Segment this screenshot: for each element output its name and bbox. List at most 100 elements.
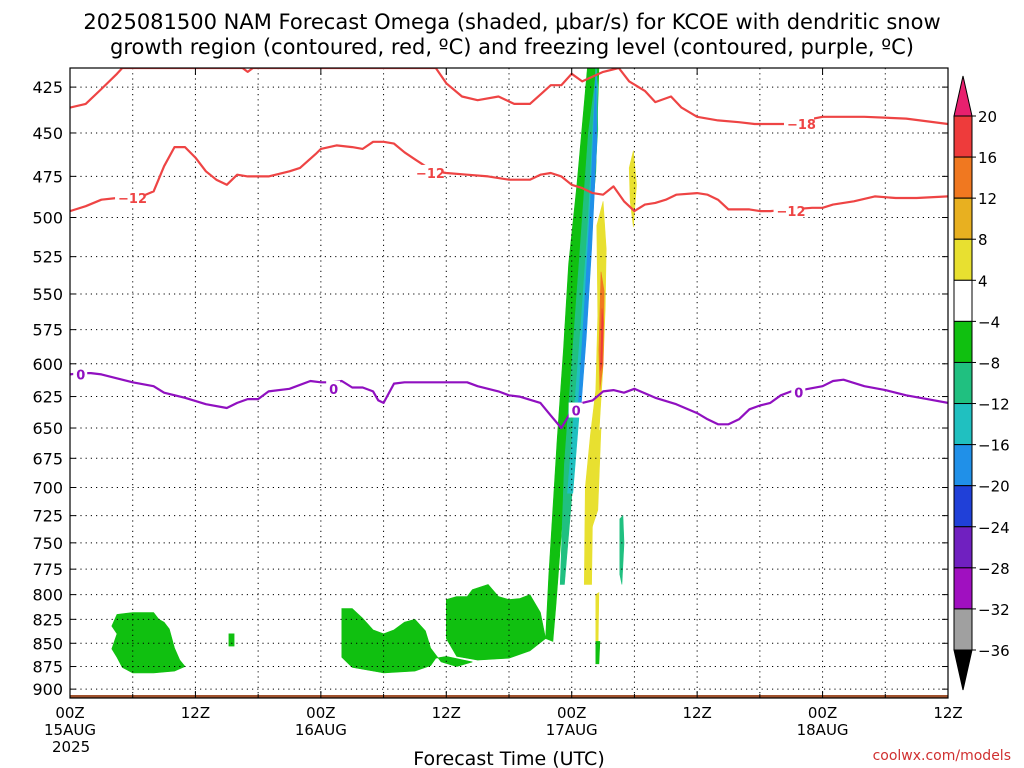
colorbar-bottom-triangle [953,649,973,691]
x-tick-label: 12Z [933,704,962,722]
shaded-regions [111,68,637,674]
colorbar-label: −8 [978,354,1000,372]
x-tick-label: 00Z [306,704,335,722]
credit-text: coolwx.com/models [873,748,1011,764]
contour-label-freezing-level: 0 [572,405,581,420]
y-tick-label: 875 [32,658,63,677]
colorbar-label: −24 [978,519,1010,537]
colorbar-segment [953,320,973,363]
y-tick-label: 475 [32,167,63,186]
omega-yellow-column-2 [588,427,602,533]
colorbar-label: 12 [978,190,997,208]
contour-label-bg [783,116,814,132]
colorbar-segment [953,156,973,199]
y-tick-label: 575 [32,321,63,340]
contour-label-bg [791,384,806,400]
colorbar-segment [953,361,973,405]
omega-green-lower-3 [341,608,473,674]
colorbar-label: 16 [978,149,997,167]
contour-label-dgz-bottom: −12 [118,192,147,207]
colorbar-segment [953,608,973,651]
y-tick-label: 675 [32,449,63,468]
x-tick-label: 17AUG [546,721,598,739]
colorbar-label: −32 [978,601,1010,619]
omega-blue-column [577,73,598,411]
contour-freezing-level [70,372,948,430]
y-tick-label: 525 [32,248,63,267]
omega-green-lower-1 [111,612,186,674]
omega-red-column [600,308,604,371]
contour-lines: −18 −12 −12 −12 0 0 0 0 [70,68,948,430]
colorbar-segment [953,197,973,240]
y-tick-label: 550 [32,285,63,304]
contour-label-freezing-level: 0 [76,368,85,383]
colorbar-segment [953,238,973,281]
x-tick-label: 18AUG [797,721,849,739]
colorbar-label: 20 [978,108,997,126]
colorbar-top-triangle [953,75,973,117]
y-tick-label: 900 [32,680,63,699]
colorbar-segment [953,403,973,446]
omega-teal-column [559,68,599,585]
colorbar: 20 16 12 8 4 −4 −8 −12 −16 −20 −24 −28 −32 −36 [953,75,1010,691]
chart-title-line-1: 2025081500 NAM Forecast Omega (shaded, μ… [83,10,940,34]
y-axis-ticks: 425 450 475 500 525 550 575 600 625 650 675 700 725 7… [32,78,948,699]
x-axis-label: Forecast Time (UTC) [413,748,604,768]
colorbar-label: 4 [978,272,988,290]
colorbar-label: −4 [978,313,1000,331]
x-tick-label: 00Z [557,704,586,722]
colorbar-segment [953,444,973,487]
y-tick-label: 725 [32,507,63,526]
colorbar-segment [953,485,973,528]
contour-label-bg [326,380,341,396]
x-tick-label: 00Z [55,704,84,722]
colorbar-label: −12 [978,396,1010,414]
contour-dgz-bottom [70,140,948,213]
y-tick-label: 625 [32,388,63,407]
colorbar-segment [953,279,973,322]
x-tick-label: 2025 [52,738,90,756]
x-tick-label: 12Z [682,704,711,722]
colorbar-segment [953,526,973,569]
omega-yellow-small-2 [628,150,637,228]
contour-label-bg [568,402,583,418]
y-tick-label: 650 [32,419,63,438]
colorbar-label: −20 [978,478,1010,496]
y-tick-label: 850 [32,634,63,653]
chart-title-line-2: growth region (contoured, red, ºC) and f… [110,35,914,59]
x-tick-label: 15AUG [44,721,96,739]
contour-dgz-top [70,68,948,126]
contour-label-dgz-bottom: −12 [777,205,806,220]
x-tick-label: 12Z [432,704,461,722]
contour-label-dgz-bottom: −12 [416,167,445,182]
y-tick-label: 750 [32,534,63,553]
omega-green-small-4 [619,514,625,585]
contour-label-freezing-level: 0 [329,383,338,398]
contour-label-bg [115,190,146,206]
contour-label-freezing-level: 0 [794,387,803,402]
x-tick-label: 00Z [808,704,837,722]
y-tick-label: 800 [32,586,63,605]
x-tick-label: 12Z [181,704,210,722]
colorbar-label: −36 [978,642,1010,660]
y-tick-label: 500 [32,209,63,228]
contour-label-bg [412,164,443,180]
omega-green-lower-2 [228,633,235,647]
y-tick-label: 425 [32,78,63,97]
contour-label-bg [73,366,88,382]
y-tick-label: 825 [32,610,63,629]
y-tick-label: 700 [32,478,63,497]
colorbar-label: 8 [978,231,988,249]
contour-label-dgz-top: −18 [787,118,816,133]
omega-green-small-3 [595,641,601,665]
colorbar-label: −28 [978,560,1010,578]
x-tick-label: 16AUG [295,721,347,739]
colorbar-segment [953,115,973,158]
colorbar-label: −16 [978,437,1010,455]
colorbar-segment [953,567,973,610]
contour-label-bg [773,203,804,219]
omega-green-lower-4 [445,584,546,661]
y-tick-label: 600 [32,355,63,374]
